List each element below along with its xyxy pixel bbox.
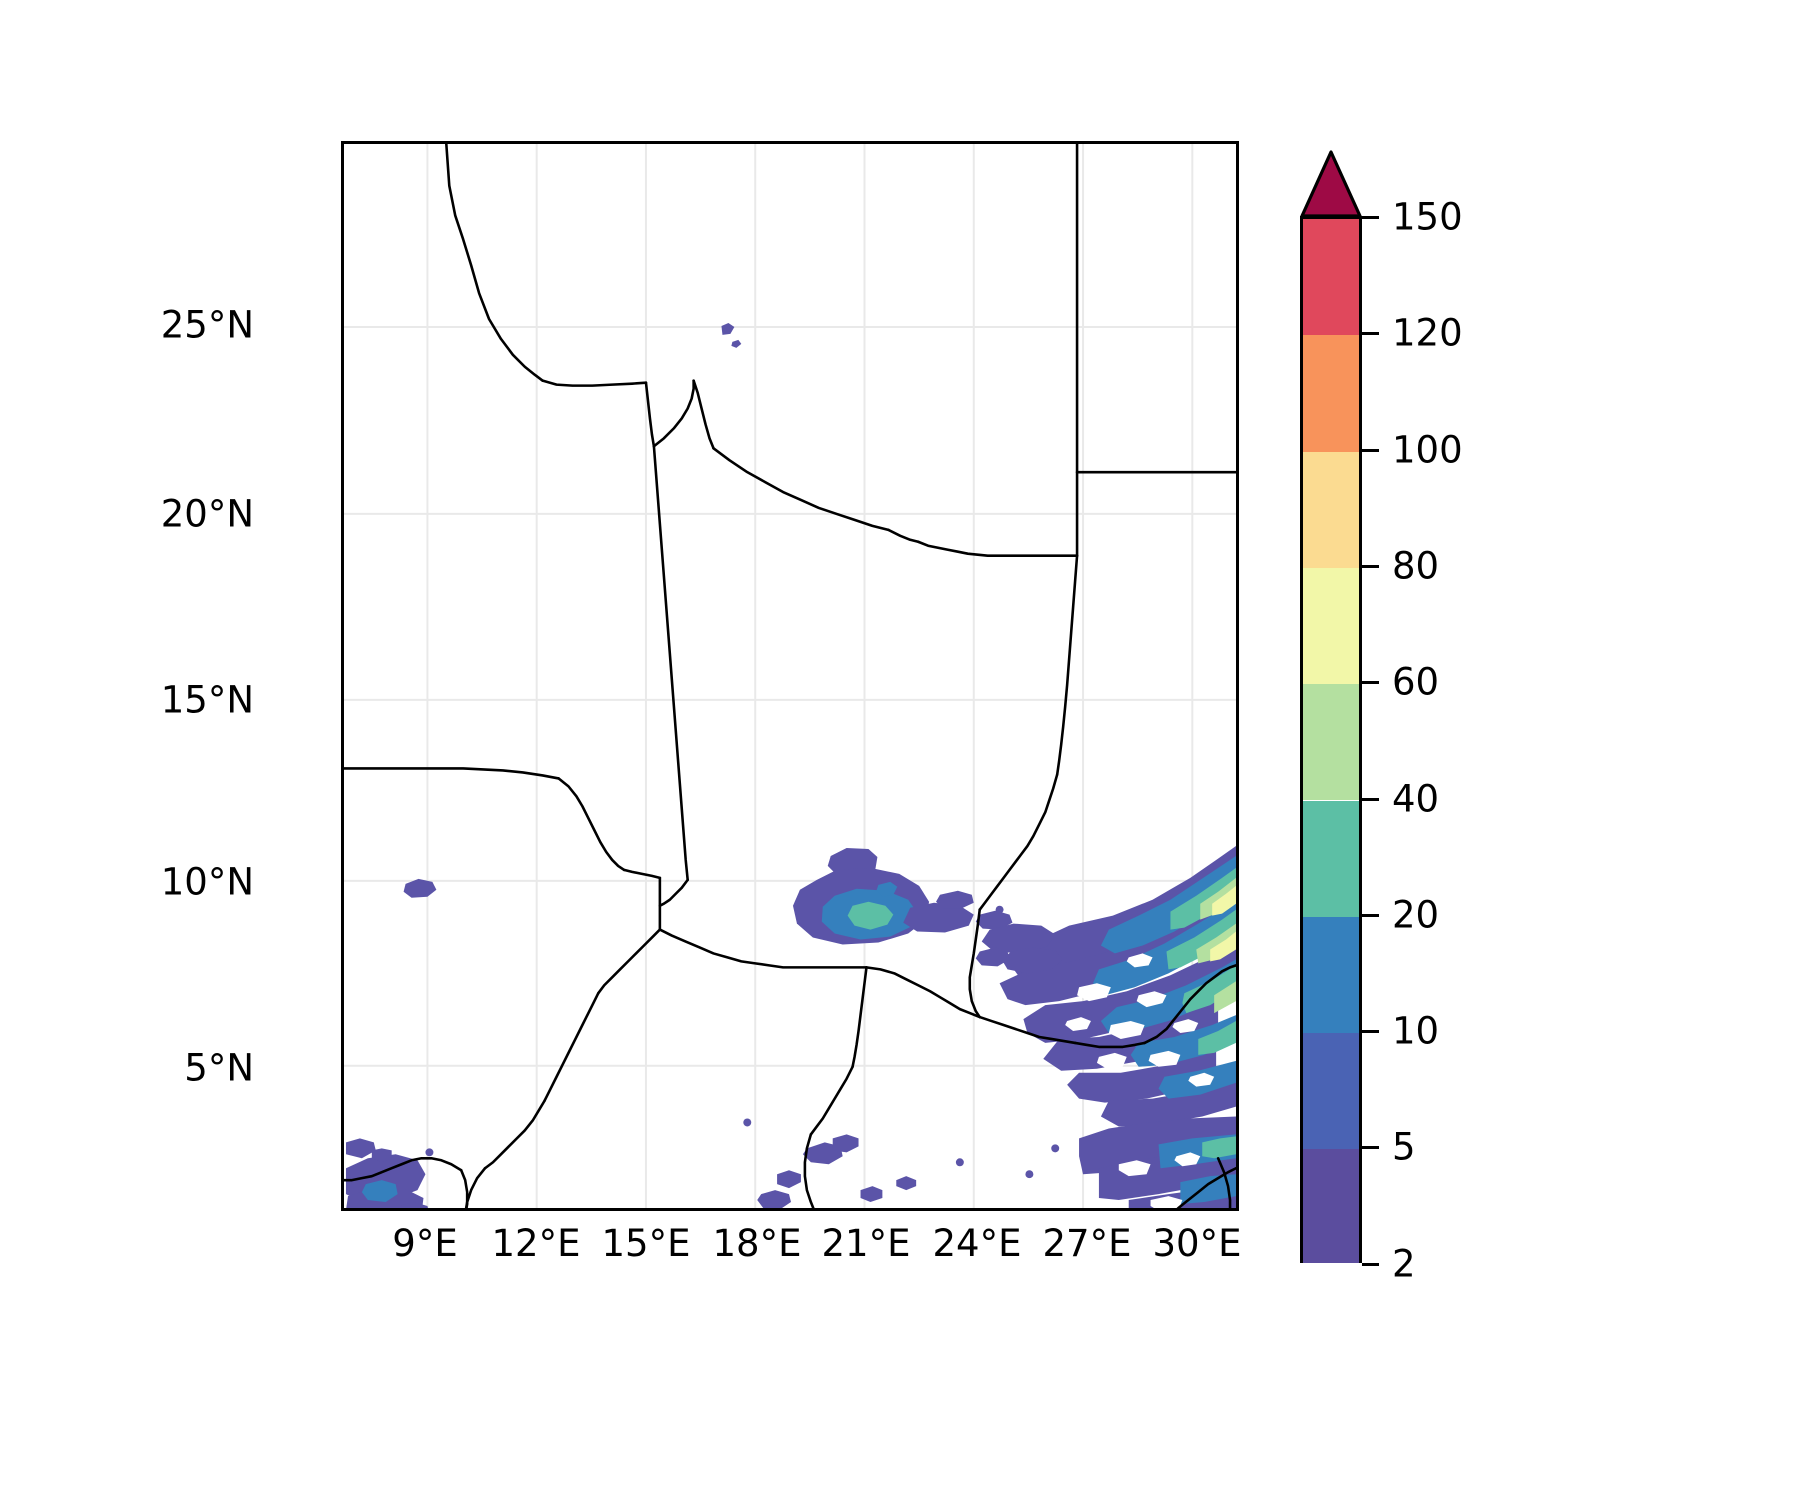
cb-band-5-10-tone [1303, 1033, 1359, 1150]
ytick-label-10N: 10°N [160, 860, 254, 904]
cb-band-20-40 [1303, 800, 1359, 917]
cb-label-120: 120 [1392, 311, 1463, 355]
cb-tick-20 [1362, 913, 1379, 917]
cb-label-60: 60 [1392, 660, 1440, 704]
map-clip-region [344, 144, 1236, 1208]
cb-band-100-120 [1303, 335, 1359, 452]
cb-label-80: 80 [1392, 544, 1440, 588]
map-axes [341, 141, 1239, 1211]
xtick-label-18E: 18°E [712, 1222, 802, 1265]
precip-band-gulf-guinea [345, 1138, 428, 1208]
cb-tick-120 [1362, 332, 1379, 336]
ytick-label-25N: 25°N [160, 303, 254, 347]
cb-label-20: 20 [1392, 893, 1440, 937]
xtick-label-30E: 30°E [1152, 1222, 1242, 1265]
cb-tick-40 [1362, 797, 1379, 801]
ytick-label-5N: 5°N [184, 1046, 254, 1090]
xtick-label-12E: 12°E [491, 1222, 581, 1265]
map-plot [344, 144, 1236, 1208]
precipitation-field [345, 322, 1236, 1208]
cb-band-2-5-tone [1303, 1149, 1359, 1263]
cb-tick-2 [1362, 1262, 1379, 1266]
xtick-label-9E: 9°E [392, 1222, 458, 1265]
xtick-label-15E: 15°E [601, 1222, 691, 1265]
cb-tick-150 [1362, 216, 1379, 219]
cb-band-40-60 [1303, 684, 1359, 801]
xtick-label-24E: 24°E [932, 1222, 1022, 1265]
cb-label-5: 5 [1392, 1125, 1416, 1169]
ytick-label-20N: 20°N [160, 492, 254, 536]
cb-tick-80 [1362, 564, 1379, 568]
cb-tick-100 [1362, 448, 1379, 452]
cb-label-10: 10 [1392, 1009, 1440, 1053]
precip-band-mid [975, 923, 1064, 974]
cb-tick-10 [1362, 1030, 1379, 1034]
cb-band-120-150 [1303, 219, 1359, 336]
cb-band-80-100 [1303, 451, 1359, 568]
cb-tick-60 [1362, 681, 1379, 685]
cb-band-10-20 [1303, 916, 1359, 1034]
cb-band-60-80 [1303, 567, 1359, 685]
colorbar-over-arrow [1300, 150, 1362, 218]
xtick-label-21E: 21°E [821, 1222, 911, 1265]
precip-specks [425, 905, 1060, 1179]
cb-label-2: 2 [1392, 1242, 1416, 1286]
precip-band-southeast [1079, 1116, 1236, 1208]
colorbar: 150 120 100 80 60 40 20 10 5 2 [1300, 140, 1600, 1300]
precip-band-chari [792, 848, 1013, 945]
cb-tick-5 [1362, 1146, 1379, 1150]
precip-cells-central [757, 1134, 917, 1208]
cb-label-40: 40 [1392, 777, 1440, 820]
cb-label-150: 150 [1392, 195, 1463, 239]
country-borders [344, 144, 1236, 1208]
ytick-label-15N: 15°N [160, 678, 254, 722]
precip-cell-west-9N [403, 878, 437, 898]
cb-label-100: 100 [1392, 428, 1463, 472]
precip-band-east-main [999, 846, 1236, 1127]
xtick-label-27E: 27°E [1042, 1222, 1132, 1265]
